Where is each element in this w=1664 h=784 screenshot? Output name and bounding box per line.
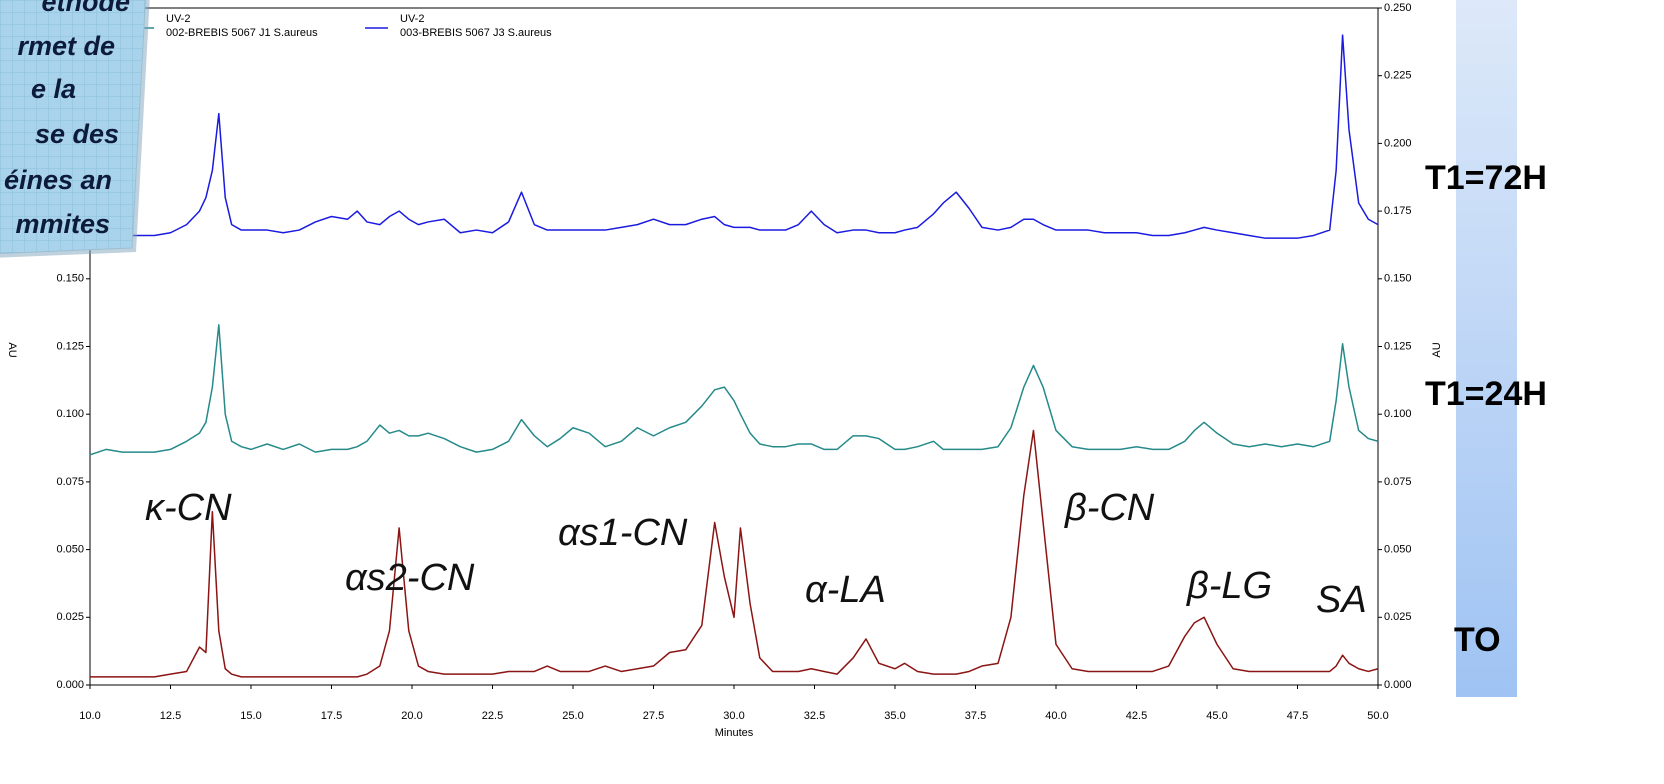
x-tick-label: 40.0 — [1045, 710, 1066, 722]
trace-label: T1=72H — [1425, 159, 1547, 197]
y2-tick-label: 0.175 — [1384, 205, 1412, 217]
y2-tick-label: 0.225 — [1384, 70, 1412, 82]
peak-label: β-LG — [1186, 565, 1272, 607]
peak-label: α-LA — [805, 569, 886, 611]
legend-label: 002-BREBIS 5067 J1 S.aureus — [166, 27, 318, 39]
y2-tick-label: 0.025 — [1384, 611, 1412, 623]
peak-label: β-CN — [1064, 487, 1155, 529]
x-tick-label: 30.0 — [723, 710, 744, 722]
overlay: éthode rmet de e la se des éines an mmites — [0, 0, 150, 258]
x-axis-label: Minutes — [715, 727, 754, 739]
peak-label: κ-CN — [145, 487, 232, 529]
trace — [90, 429, 1379, 678]
x-tick-label: 17.5 — [321, 710, 342, 722]
y-tick-label: 0.000 — [56, 679, 84, 691]
y2-axis-label: AU — [1431, 342, 1443, 357]
y2-tick-label: 0.200 — [1384, 137, 1412, 149]
peak-label: αs2-CN — [345, 557, 475, 599]
y-tick-label: 0.050 — [56, 544, 84, 556]
note-line: rmet de — [17, 31, 115, 61]
note-line: se des — [35, 119, 119, 149]
x-tick-label: 50.0 — [1367, 710, 1388, 722]
y2-tick-label: 0.050 — [1384, 544, 1412, 556]
y2-tick-label: 0.250 — [1384, 2, 1412, 14]
x-tick-label: 27.5 — [643, 710, 664, 722]
y2-tick-label: 0.000 — [1384, 679, 1412, 691]
time-bar — [1456, 0, 1517, 697]
x-tick-label: 12.5 — [160, 710, 181, 722]
y-tick-label: 0.125 — [56, 340, 84, 352]
x-tick-label: 32.5 — [804, 710, 825, 722]
trace-label: T1=24H — [1425, 375, 1547, 413]
x-tick-label: 47.5 — [1287, 710, 1308, 722]
legend-label: 003-BREBIS 5067 J3 S.aureus — [400, 27, 552, 39]
legend-channel: UV-2 — [166, 13, 190, 25]
note-line: éthode — [41, 0, 130, 17]
x-tick-label: 35.0 — [884, 710, 905, 722]
peak-label: αs1-CN — [558, 512, 688, 554]
x-tick-label: 20.0 — [401, 710, 422, 722]
peak-label: SA — [1316, 579, 1367, 621]
x-tick-label: 25.0 — [562, 710, 583, 722]
x-tick-label: 42.5 — [1126, 710, 1147, 722]
sticky-note — [0, 0, 146, 255]
x-tick-label: 22.5 — [482, 710, 503, 722]
note-line: e la — [31, 74, 76, 104]
plot-frame — [89, 7, 1379, 686]
y-tick-label: 0.150 — [56, 273, 84, 285]
y-tick-label: 0.075 — [56, 476, 84, 488]
note-line: éines an — [4, 165, 112, 195]
trace-label: TO — [1454, 621, 1501, 659]
y-tick-label: 0.025 — [56, 611, 84, 623]
y2-tick-label: 0.100 — [1384, 408, 1412, 420]
x-tick-label: 15.0 — [240, 710, 261, 722]
y-axis-label: AU — [6, 342, 18, 357]
trace — [90, 34, 1379, 239]
note-line: mmites — [15, 209, 110, 239]
y-tick-label: 0.100 — [56, 408, 84, 420]
plot: 0.000 0.000 0.025 0.025 0.050 0.050 0.075 0.075… — [6, 2, 1443, 739]
x-tick-label: 10.0 — [79, 710, 100, 722]
legend-channel: UV-2 — [400, 13, 424, 25]
y2-tick-label: 0.150 — [1384, 273, 1412, 285]
y2-tick-label: 0.125 — [1384, 340, 1412, 352]
x-tick-label: 45.0 — [1206, 710, 1227, 722]
y2-tick-label: 0.075 — [1384, 476, 1412, 488]
x-tick-label: 37.5 — [965, 710, 986, 722]
trace — [89, 324, 1379, 456]
